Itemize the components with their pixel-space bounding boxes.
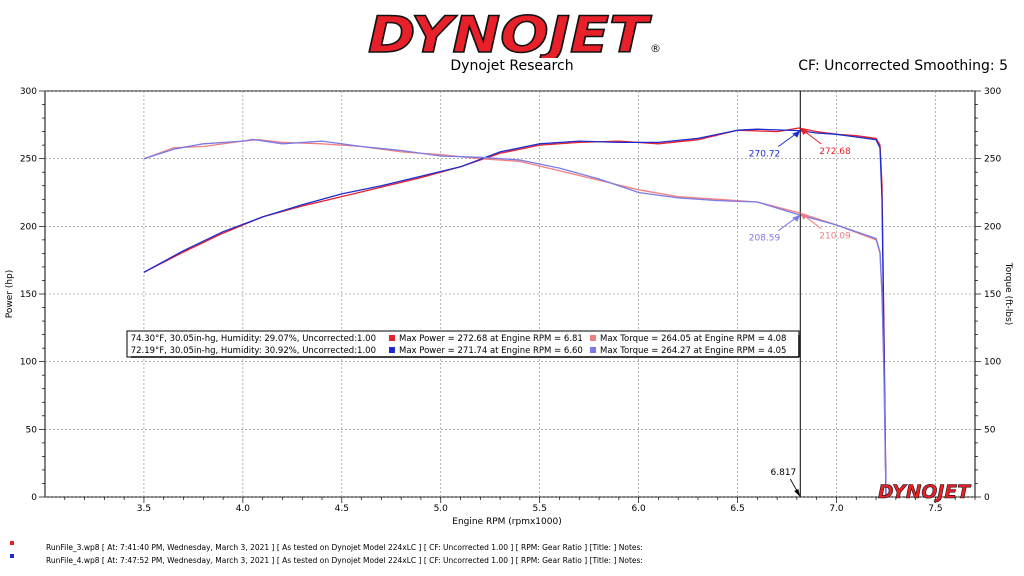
- y-tick-label-right: 300: [984, 87, 1001, 97]
- watermark-logo: DYNOJET: [878, 481, 972, 503]
- legend: 74.30°F, 30.05in-hg, Humidity: 29.07%, U…: [126, 330, 800, 358]
- run-file-footer: RunFile_3.wp8 [ At: 7:41:40 PM, Wednesda…: [0, 536, 1024, 576]
- cursor-value-arrowhead: [792, 130, 801, 138]
- subtitle-text: Dynojet Research: [450, 58, 574, 74]
- cursor-value-arrowhead: [800, 212, 809, 220]
- y-tick-label-left: 50: [26, 425, 38, 435]
- cursor-value-label: 208.59: [749, 234, 781, 244]
- x-tick-label: 3.5: [137, 504, 151, 514]
- legend-conditions: 72.19°F, 30.05in-hg, Humidity: 30.92%, U…: [131, 346, 376, 356]
- y-axis-label-left: Power (hp): [5, 270, 15, 319]
- cursor-value-label: 272.68: [819, 147, 851, 157]
- y-tick-label-right: 200: [984, 222, 1001, 232]
- y-tick-label-left: 0: [31, 493, 37, 503]
- grid-lines: [45, 90, 975, 498]
- y-tick-label-right: 250: [984, 155, 1001, 165]
- legend-row: 74.30°F, 30.05in-hg, Humidity: 29.07%, U…: [131, 334, 787, 344]
- legend-torque-swatch: [590, 347, 596, 353]
- series-lines: [143, 127, 887, 498]
- x-tick-label: 7.5: [928, 504, 942, 514]
- legend-max-torque: Max Torque = 264.05 at Engine RPM = 4.08: [600, 334, 786, 344]
- x-tick-label: 6.0: [631, 504, 646, 514]
- y-tick-label-right: 50: [984, 425, 996, 435]
- legend-power-swatch: [389, 347, 395, 353]
- cursor-value-label: 210.09: [819, 232, 851, 242]
- chart-subtitle: Dynojet Research: [0, 58, 1024, 74]
- cursor-rpm-label: 6.817: [771, 468, 797, 478]
- axis-ticks: 3.5 4.0 4.5 5.0 5.5 6.0 6.5 7.0 7.5 0 0 50 50 100 100 1…: [20, 87, 1002, 514]
- cursor-rpm-arrowhead: [794, 489, 801, 497]
- x-tick-label: 4.0: [236, 504, 251, 514]
- legend-torque-swatch: [590, 335, 596, 341]
- legend-power-swatch: [389, 335, 395, 341]
- logo-text: DYNOJET: [368, 6, 652, 58]
- legend-conditions: 74.30°F, 30.05in-hg, Humidity: 29.07%, U…: [131, 334, 376, 344]
- y-tick-label-left: 250: [20, 155, 37, 165]
- series-line: [143, 128, 887, 498]
- cursor-value-arrowhead: [792, 214, 801, 222]
- registered-mark: ®: [650, 42, 661, 55]
- x-tick-label: 7.0: [829, 504, 844, 514]
- x-axis-label: Engine RPM (rpmx1000): [452, 517, 561, 527]
- x-tick-label: 6.5: [730, 504, 744, 514]
- y-tick-label-right: 150: [984, 290, 1001, 300]
- dyno-chart: 3.5 4.0 4.5 5.0 5.5 6.0 6.5 7.0 7.5 0 0 50 50 100 100 1…: [5, 87, 1013, 527]
- y-tick-label-right: 0: [984, 493, 990, 503]
- x-tick-label: 4.5: [335, 504, 349, 514]
- cursor-value-arrowhead: [800, 127, 809, 135]
- cursor-value-label: 270.72: [749, 150, 781, 160]
- y-tick-label-left: 200: [20, 222, 37, 232]
- legend-max-torque: Max Torque = 264.27 at Engine RPM = 4.05: [600, 346, 786, 356]
- y-tick-label-left: 150: [20, 290, 37, 300]
- x-tick-label: 5.0: [434, 504, 449, 514]
- run-file-info: RunFile_4.wp8 [ At: 7:47:52 PM, Wednesda…: [46, 556, 643, 565]
- legend-max-power: Max Power = 272.68 at Engine RPM = 6.81: [399, 334, 583, 344]
- legend-max-power: Max Power = 271.74 at Engine RPM = 6.60: [399, 346, 583, 356]
- run-color-marker: [10, 554, 14, 558]
- y-tick-label-left: 100: [20, 358, 37, 368]
- run-file-info: RunFile_3.wp8 [ At: 7:41:40 PM, Wednesda…: [46, 543, 643, 552]
- series-line: [143, 138, 887, 498]
- run-color-marker: [10, 541, 14, 545]
- dynojet-logo: DYNOJET ®: [367, 6, 661, 58]
- correction-factor-label: CF: Uncorrected Smoothing: 5: [798, 58, 1008, 74]
- y-tick-label-right: 100: [984, 358, 1001, 368]
- y-tick-label-left: 300: [20, 87, 37, 97]
- y-axis-label-right: Torque (ft-lbs): [1003, 262, 1013, 326]
- cursor-markers: 6.817 272.68 270.72 210.09 208.59: [749, 127, 851, 497]
- x-tick-label: 5.5: [533, 504, 547, 514]
- legend-row: 72.19°F, 30.05in-hg, Humidity: 30.92%, U…: [131, 346, 787, 356]
